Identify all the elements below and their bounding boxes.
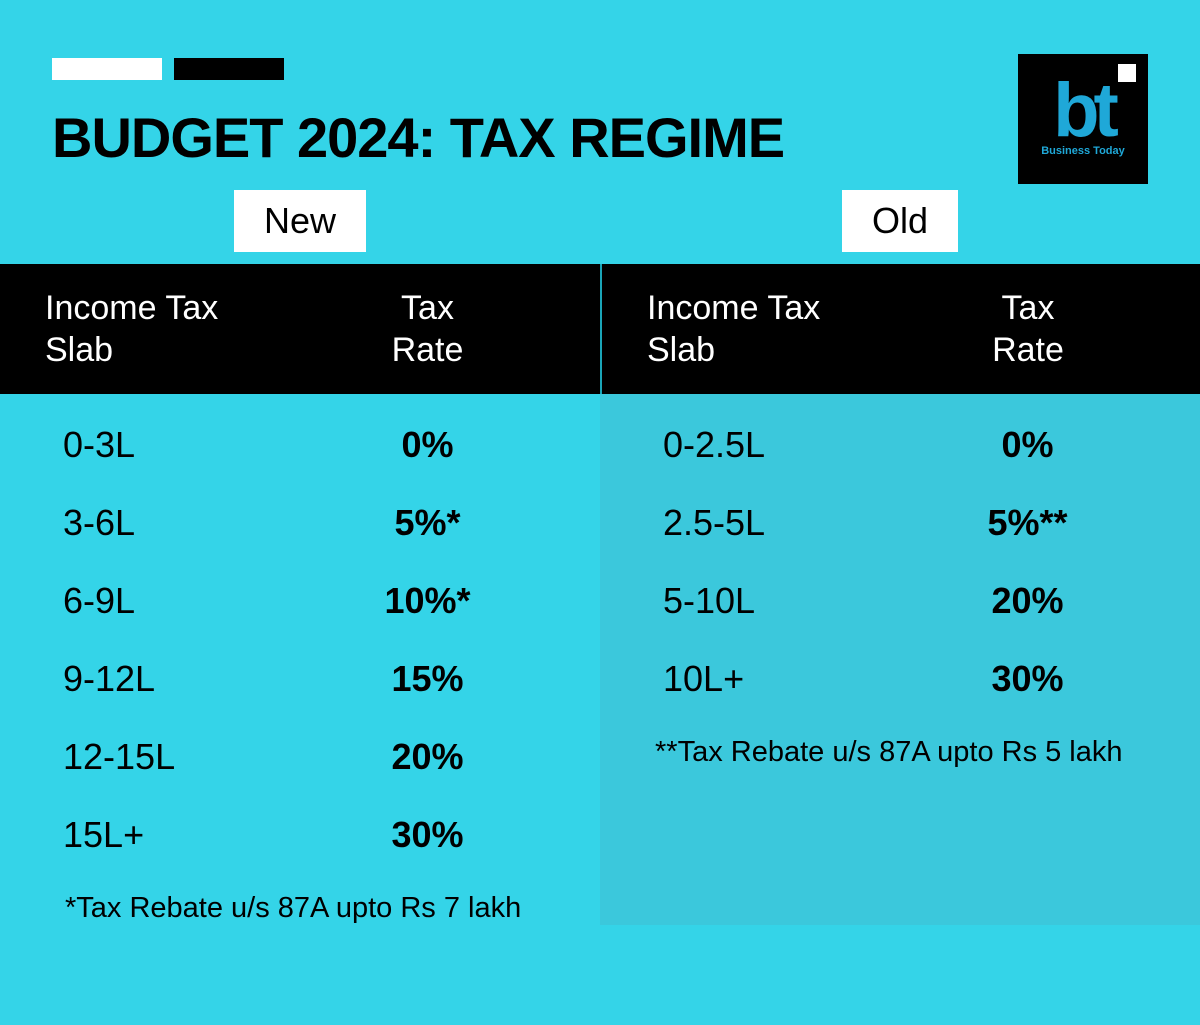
slab-cell: 3-6L — [45, 502, 300, 544]
slab-cell: 2.5-5L — [645, 502, 900, 544]
slab-cell: 12-15L — [45, 736, 300, 778]
table-row: 10L+ 30% — [645, 658, 1155, 700]
rate-cell: 0% — [900, 424, 1155, 466]
data-panel-old: 0-2.5L 0% 2.5-5L 5%** 5-10L 20% 10L+ 30%… — [600, 394, 1200, 925]
header-slab-old: Income Tax Slab — [647, 287, 901, 372]
header-slab-old-text: Income Tax Slab — [647, 287, 827, 372]
slab-cell: 5-10L — [645, 580, 900, 622]
regime-label-old: Old — [842, 190, 958, 252]
page-title: BUDGET 2024: TAX REGIME — [52, 105, 784, 170]
accent-bar-white — [52, 58, 162, 80]
rate-cell: 30% — [300, 814, 555, 856]
accent-bar-black — [174, 58, 284, 80]
table-row: 2.5-5L 5%** — [645, 502, 1155, 544]
slab-cell: 9-12L — [45, 658, 300, 700]
header-rate-new-text: Tax Rate — [378, 287, 478, 372]
rate-cell: 5%** — [900, 502, 1155, 544]
rate-cell: 0% — [300, 424, 555, 466]
logo-mark: bt — [1053, 81, 1113, 142]
rate-cell: 20% — [900, 580, 1155, 622]
rate-cell: 15% — [300, 658, 555, 700]
table-row: 6-9L 10%* — [45, 580, 555, 622]
regime-label-new-wrap: New — [0, 190, 600, 252]
brand-logo: bt Business Today — [1018, 54, 1148, 184]
slab-cell: 0-2.5L — [645, 424, 900, 466]
data-panel-new: 0-3L 0% 3-6L 5%* 6-9L 10%* 9-12L 15% 12-… — [0, 394, 600, 925]
header-rate-old: Tax Rate — [901, 287, 1155, 372]
header-rate-old-text: Tax Rate — [978, 287, 1078, 372]
rate-cell: 10%* — [300, 580, 555, 622]
rate-cell: 20% — [300, 736, 555, 778]
regime-label-new: New — [234, 190, 366, 252]
header-slab-new: Income Tax Slab — [45, 287, 300, 372]
slab-cell: 6-9L — [45, 580, 300, 622]
regime-label-old-wrap: Old — [600, 190, 1200, 252]
header-cell-old: Income Tax Slab Tax Rate — [600, 264, 1200, 394]
footnote-old: **Tax Rebate u/s 87A upto Rs 5 lakh — [645, 736, 1155, 769]
table-row: 0-2.5L 0% — [645, 424, 1155, 466]
header-rate-new: Tax Rate — [300, 287, 555, 372]
accent-bars — [52, 58, 284, 80]
footnote-new: *Tax Rebate u/s 87A upto Rs 7 lakh — [45, 892, 555, 925]
table-row: 3-6L 5%* — [45, 502, 555, 544]
regime-labels-row: New Old — [0, 190, 1200, 252]
rate-cell: 5%* — [300, 502, 555, 544]
table-row: 5-10L 20% — [645, 580, 1155, 622]
slab-cell: 10L+ — [645, 658, 900, 700]
table-row: 12-15L 20% — [45, 736, 555, 778]
logo-square-icon — [1118, 64, 1136, 82]
data-area: 0-3L 0% 3-6L 5%* 6-9L 10%* 9-12L 15% 12-… — [0, 394, 1200, 925]
table-row: 15L+ 30% — [45, 814, 555, 856]
header-slab-new-text: Income Tax Slab — [45, 287, 225, 372]
rate-cell: 30% — [900, 658, 1155, 700]
slab-cell: 0-3L — [45, 424, 300, 466]
header-cell-new: Income Tax Slab Tax Rate — [0, 264, 600, 394]
table-header-row: Income Tax Slab Tax Rate Income Tax Slab… — [0, 264, 1200, 394]
table-row: 0-3L 0% — [45, 424, 555, 466]
slab-cell: 15L+ — [45, 814, 300, 856]
table-row: 9-12L 15% — [45, 658, 555, 700]
